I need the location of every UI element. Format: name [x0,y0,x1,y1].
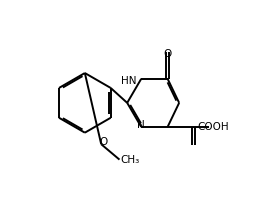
Text: N: N [137,120,145,130]
Text: CH₃: CH₃ [120,155,140,165]
Text: O: O [99,137,107,147]
Text: COOH: COOH [197,122,229,132]
Text: HN: HN [121,76,137,86]
Text: O: O [163,49,172,59]
